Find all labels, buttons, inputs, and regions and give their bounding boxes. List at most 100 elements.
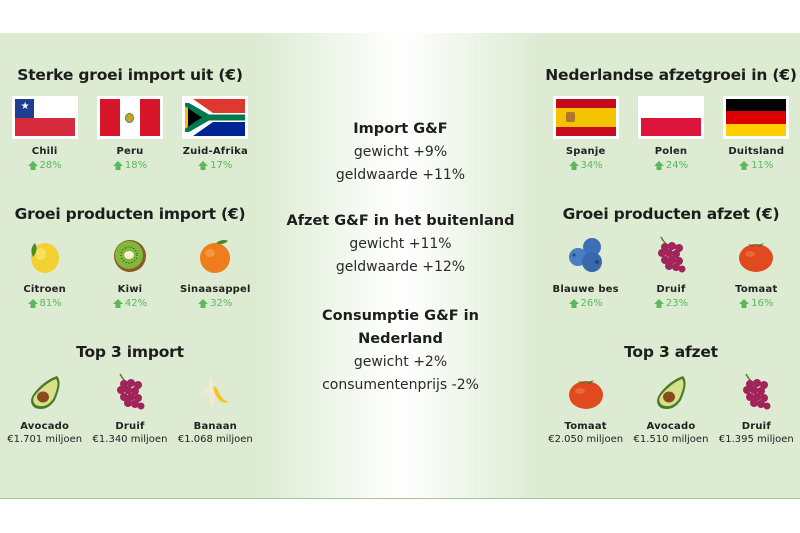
- top-import-title: Top 3 import: [76, 343, 184, 361]
- flag-poland-icon: [637, 96, 704, 139]
- product-grapes: Druif 23%: [629, 233, 713, 309]
- up-arrow-icon: [112, 299, 123, 308]
- country-label: Spanje: [565, 146, 606, 157]
- avocado-icon: [23, 370, 67, 414]
- summary-import: Import G&F gewicht +9% geldwaarde +11%: [260, 118, 541, 187]
- import-value: €1.068 miljoen: [177, 434, 253, 445]
- growth-value: 17%: [198, 160, 232, 171]
- top-import-list: Avocado €1.701 miljoen Druif €1.340 milj…: [0, 370, 260, 445]
- country-label: Zuid-Afrika: [182, 146, 248, 157]
- import-value: €1.340 miljoen: [92, 434, 168, 445]
- country-germany: Duitsland 11%: [714, 96, 798, 171]
- product-label: Tomaat: [564, 421, 607, 432]
- summary-consumption-price: consumentenprijs -2%: [322, 377, 479, 393]
- country-spain: Spanje 34%: [544, 96, 628, 171]
- kiwi-icon: [108, 233, 152, 277]
- summary-export: Afzet G&F in het buitenland gewicht +11%…: [260, 210, 541, 279]
- export-products-title: Groei producten afzet (€): [562, 205, 780, 223]
- export-value: €1.510 miljoen: [633, 434, 709, 445]
- top-import-banana: Banaan €1.068 miljoen: [173, 370, 257, 445]
- growth-value: 11%: [739, 160, 773, 171]
- country-label: Polen: [654, 146, 688, 157]
- growth-value: 26%: [568, 298, 603, 309]
- product-label: Blauwe bes: [552, 284, 619, 295]
- top-export-avocado: Avocado €1.510 miljoen: [629, 370, 713, 445]
- import-countries-list: ★ Chili 28% Peru 1: [0, 96, 260, 171]
- growth-value: 23%: [653, 298, 688, 309]
- up-arrow-icon: [653, 299, 664, 308]
- top-export-tomato: Tomaat €2.050 miljoen: [544, 370, 628, 445]
- summary-export-value: geldwaarde +12%: [335, 259, 466, 275]
- up-arrow-icon: [739, 299, 750, 308]
- summary-import-value: geldwaarde +11%: [335, 167, 466, 183]
- top-export-list: Tomaat €2.050 miljoen Avocado €1.510 mil…: [541, 370, 800, 445]
- product-label: Avocado: [646, 421, 696, 432]
- product-label: Sinaasappel: [179, 284, 251, 295]
- product-label: Banaan: [193, 421, 237, 432]
- export-countries-title: Nederlandse afzetgroei in (€): [545, 66, 797, 84]
- country-peru: Peru 18%: [88, 96, 172, 171]
- flag-spain-icon: [552, 96, 619, 139]
- export-products-list: Blauwe bes 26% Druif 23% Tomaat 16%: [541, 233, 800, 309]
- export-value: €2.050 miljoen: [548, 434, 624, 445]
- country-label: Duitsland: [728, 146, 785, 157]
- product-label: Druif: [741, 421, 771, 432]
- top-export-grapes: Druif €1.395 miljoen: [714, 370, 798, 445]
- summary-consumption-title-1: Consumptie G&F in: [322, 308, 479, 324]
- lemon-icon: [23, 233, 67, 277]
- flag-chile-icon: ★: [11, 96, 78, 139]
- product-blueberries: Blauwe bes 26%: [544, 233, 628, 309]
- import-products-list: Citroen 81% Kiwi 42% Sinaasappel 32%: [0, 233, 260, 309]
- summary-export-title: Afzet G&F in het buitenland: [286, 213, 515, 229]
- product-kiwi: Kiwi 42%: [88, 233, 172, 309]
- summary-consumption-title-2: Nederland: [358, 331, 443, 347]
- flag-south-africa-icon: [182, 96, 249, 139]
- grapes-icon: [108, 370, 152, 414]
- growth-value: 42%: [112, 298, 147, 309]
- top-import-avocado: Avocado €1.701 miljoen: [3, 370, 87, 445]
- product-label: Druif: [656, 284, 686, 295]
- top-export-title: Top 3 afzet: [624, 343, 718, 361]
- flag-germany-icon: [723, 96, 790, 139]
- up-arrow-icon: [27, 161, 38, 170]
- blueberries-icon: [564, 233, 608, 277]
- export-value: €1.395 miljoen: [718, 434, 794, 445]
- growth-value: 81%: [27, 298, 62, 309]
- grapes-icon: [649, 233, 693, 277]
- tomato-icon: [564, 370, 608, 414]
- country-south-africa: Zuid-Afrika 17%: [173, 96, 257, 171]
- export-countries-list: Spanje 34% Polen 24%: [541, 96, 800, 171]
- import-value: €1.701 miljoen: [7, 434, 83, 445]
- up-arrow-icon: [198, 299, 209, 308]
- product-label: Tomaat: [735, 284, 778, 295]
- growth-value: 34%: [568, 160, 603, 171]
- top-import-grapes: Druif €1.340 miljoen: [88, 370, 172, 445]
- import-products-title: Groei producten import (€): [14, 205, 246, 223]
- growth-value: 28%: [27, 160, 62, 171]
- summary-panel: Import G&F gewicht +9% geldwaarde +11% A…: [260, 33, 541, 499]
- product-label: Avocado: [20, 421, 70, 432]
- summary-consumption-weight: gewicht +2%: [353, 354, 448, 370]
- summary-import-title: Import G&F: [353, 121, 448, 137]
- grapes-icon: [734, 370, 778, 414]
- product-tomato: Tomaat 16%: [714, 233, 798, 309]
- product-label: Kiwi: [117, 284, 143, 295]
- country-poland: Polen 24%: [629, 96, 713, 171]
- growth-value: 18%: [112, 160, 147, 171]
- orange-icon: [193, 233, 237, 277]
- up-arrow-icon: [198, 161, 209, 170]
- import-countries-title: Sterke groei import uit (€): [17, 66, 243, 84]
- growth-value: 32%: [198, 298, 232, 309]
- summary-import-weight: gewicht +9%: [353, 144, 448, 160]
- country-label: Chili: [31, 146, 58, 157]
- summary-export-weight: gewicht +11%: [349, 236, 452, 252]
- growth-value: 24%: [653, 160, 688, 171]
- flag-peru-icon: [96, 96, 163, 139]
- up-arrow-icon: [568, 299, 579, 308]
- product-orange: Sinaasappel 32%: [173, 233, 257, 309]
- summary-consumption: Consumptie G&F in Nederland gewicht +2% …: [260, 305, 541, 397]
- up-arrow-icon: [27, 299, 38, 308]
- product-label: Citroen: [23, 284, 66, 295]
- product-lemon: Citroen 81%: [3, 233, 87, 309]
- country-chile: ★ Chili 28%: [3, 96, 87, 171]
